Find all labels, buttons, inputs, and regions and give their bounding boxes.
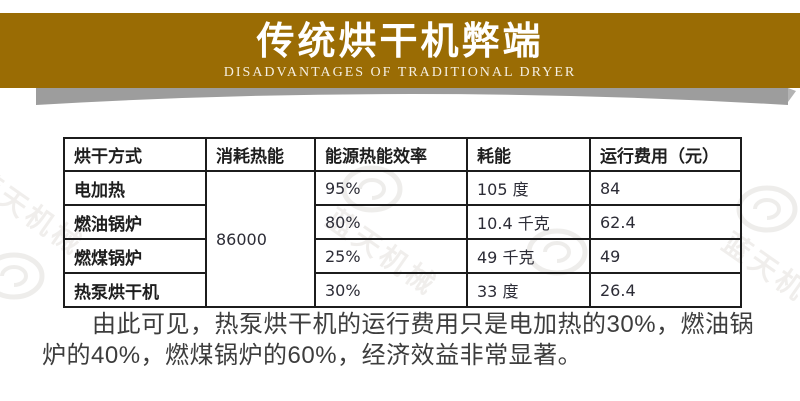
cell-consumption: 105 度 <box>466 170 591 206</box>
cell-heat-consumed: 86000 <box>205 170 316 308</box>
header-heat-consumed: 消耗热能 <box>205 137 316 172</box>
conclusion-paragraph: 由此可见，热泵烘干机的运行费用只是电加热的30%，燃油锅炉的40%，燃煤锅炉的6… <box>42 311 755 369</box>
cell-efficiency: 95% <box>314 170 468 206</box>
cell-method: 燃油锅炉 <box>63 204 207 240</box>
header-energy-used: 耗能 <box>466 137 591 172</box>
cell-cost: 84 <box>589 170 742 206</box>
cell-method: 热泵烘干机 <box>63 272 207 308</box>
cell-consumption: 33 度 <box>466 272 591 308</box>
cell-cost: 49 <box>589 238 742 274</box>
table-row: 热泵烘干机 30% 33 度 26.4 <box>63 272 742 308</box>
cell-consumption: 49 千克 <box>466 238 591 274</box>
table-header-row: 烘干方式 消耗热能 能源热能效率 耗能 运行费用（元） <box>63 137 742 172</box>
banner-shadow-ribbon <box>36 88 796 105</box>
cell-efficiency: 25% <box>314 238 468 274</box>
page-title: 传统烘干机弊端 <box>256 21 544 63</box>
table-row: 燃油锅炉 80% 10.4 千克 62.4 <box>63 204 742 240</box>
header-banner: 传统烘干机弊端 DISADVANTAGES OF TRADITIONAL DRY… <box>0 13 800 88</box>
cell-consumption: 10.4 千克 <box>466 204 591 240</box>
dryer-comparison-table: 烘干方式 消耗热能 能源热能效率 耗能 运行费用（元） 电加热 86000 95… <box>63 137 742 308</box>
cell-efficiency: 30% <box>314 272 468 308</box>
cell-method: 燃煤锅炉 <box>63 238 207 274</box>
cell-method: 电加热 <box>63 170 207 206</box>
header-running-cost: 运行费用（元） <box>589 137 742 172</box>
table-row: 燃煤锅炉 25% 49 千克 49 <box>63 238 742 274</box>
cell-cost: 62.4 <box>589 204 742 240</box>
watermark-logo-icon <box>735 185 799 242</box>
header-energy-efficiency: 能源热能效率 <box>314 137 468 172</box>
cell-cost: 26.4 <box>589 272 742 308</box>
cell-efficiency: 80% <box>314 204 468 240</box>
watermark-ring-icon <box>0 252 45 300</box>
watermark-ring-icon <box>736 185 798 233</box>
header-drying-method: 烘干方式 <box>63 137 207 172</box>
watermark-logo-icon <box>0 252 46 309</box>
table-row: 电加热 86000 95% 105 度 84 <box>63 170 742 308</box>
page-subtitle: DISADVANTAGES OF TRADITIONAL DRYER <box>223 65 577 80</box>
